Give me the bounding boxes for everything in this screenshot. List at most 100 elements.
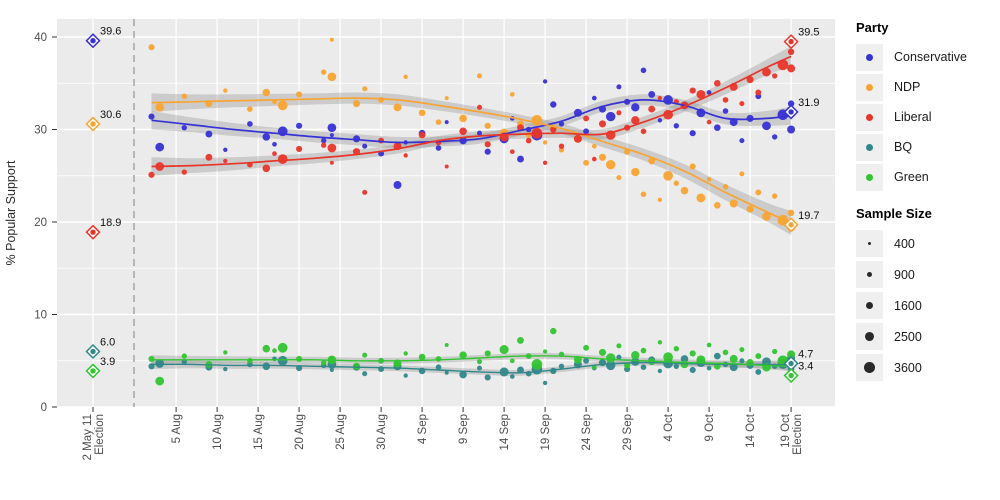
sample-size-dot-icon	[865, 332, 874, 341]
poll-point-con	[762, 121, 771, 131]
poll-point-ndp	[680, 186, 689, 195]
final-election-value-label: 4.7	[798, 349, 813, 361]
poll-point-bq	[729, 363, 738, 372]
legend-item-label: Conservative	[894, 50, 967, 64]
final-election-value-label: 19.7	[798, 210, 819, 222]
poll-point-lib	[657, 95, 663, 101]
poll-point-grn	[155, 376, 165, 386]
poll-point-bq	[329, 368, 334, 372]
poll-point-con	[640, 67, 647, 74]
y-tick-label: 10	[34, 310, 47, 322]
poll-point-bq	[689, 366, 696, 374]
poll-point-lib	[616, 110, 622, 116]
poll-point-lib	[598, 120, 607, 128]
poll-point-con	[484, 148, 491, 155]
legend-item-label: 900	[894, 267, 915, 282]
poll-point-con	[558, 121, 565, 127]
poll-point-ndp	[762, 212, 771, 221]
party-color-dot-icon	[866, 173, 873, 181]
legend-item-sample-size: 2500	[856, 321, 1000, 352]
poll-point-lib	[525, 137, 532, 144]
poll-point-con	[739, 138, 745, 144]
poll-point-grn	[509, 358, 515, 364]
legend-item-label: 1600	[894, 298, 922, 313]
x-tick-label: 14 Sep	[499, 414, 511, 450]
poll-point-grn	[181, 353, 187, 359]
poll-point-ndp	[509, 92, 515, 97]
poll-point-ndp	[591, 143, 597, 149]
legend-item-sample-size: 900	[856, 259, 1000, 290]
poll-point-con	[713, 124, 721, 132]
legend-party-title: Party	[856, 20, 889, 35]
poll-point-con	[591, 95, 597, 101]
poll-point-lib	[722, 97, 729, 103]
poll-point-bq	[444, 370, 449, 375]
chart-legend: Party Conservative NDP Liberal BQ Green Samp…	[856, 20, 1000, 397]
legend-key	[856, 230, 883, 257]
poll-point-grn	[787, 350, 796, 359]
poll-point-lib	[640, 128, 647, 135]
poll-point-lib	[550, 126, 557, 133]
poll-point-ndp	[598, 153, 607, 161]
poll-point-grn	[393, 359, 402, 368]
poll-point-grn	[296, 355, 303, 362]
poll-point-lib	[591, 156, 597, 162]
poll-point-bq	[362, 371, 368, 377]
poll-point-ndp	[542, 140, 548, 145]
legend-item-label: 3600	[894, 360, 922, 375]
poll-point-grn	[598, 348, 607, 356]
final-election-lib-dot-icon	[788, 38, 794, 45]
poll-point-con	[787, 100, 795, 107]
poll-point-grn	[223, 350, 228, 355]
poll-point-ndp	[181, 93, 187, 99]
poll-point-ndp	[362, 86, 368, 92]
past-election-value-label: 6.0	[100, 337, 115, 349]
sample-size-dot-icon	[865, 301, 874, 310]
poll-point-bq	[223, 366, 228, 372]
poll-point-ndp	[755, 189, 762, 196]
poll-point-ndp	[223, 88, 228, 93]
past-election-grn-dot-icon	[90, 368, 96, 374]
poll-point-grn	[499, 345, 509, 355]
legend-item-ndp: NDP	[856, 72, 1000, 102]
final-election-value-label: 31.9	[798, 97, 819, 109]
poll-point-lib	[329, 160, 334, 165]
poll-point-ndp	[393, 103, 402, 112]
poll-point-ndp	[739, 171, 745, 177]
poll-point-lib	[696, 89, 706, 99]
poll-point-lib	[787, 64, 796, 73]
legend-key	[856, 103, 883, 131]
x-tick-label: 5 Aug	[171, 414, 183, 443]
x-tick-label: 9 Oct	[704, 413, 716, 441]
poll-point-bq	[640, 364, 647, 371]
poll-point-con	[181, 125, 187, 131]
trend-line-ndp	[151, 97, 792, 224]
legend-item-label: 400	[894, 236, 915, 251]
legend-size-title: Sample Size	[856, 206, 932, 221]
poll-point-con	[296, 122, 303, 129]
poll-point-ndp	[713, 201, 721, 209]
poll-point-ndp	[277, 100, 288, 111]
poll-point-lib	[762, 67, 771, 77]
legend-item-label: 2500	[894, 329, 922, 344]
poll-point-con	[772, 134, 778, 140]
poll-point-bq	[499, 367, 509, 377]
poll-point-con	[362, 143, 368, 149]
x-tick-label: 9 Sep	[458, 414, 470, 444]
poll-point-bq	[435, 364, 442, 371]
poll-point-con	[517, 155, 524, 163]
poll-point-bq	[484, 374, 491, 381]
legend-item-conservative: Conservative	[856, 42, 1000, 72]
trend-line-bq	[151, 361, 792, 374]
party-color-dot-icon	[866, 143, 873, 151]
poll-point-grn	[262, 344, 271, 353]
legend-key	[856, 323, 883, 350]
past-election-value-label: 18.9	[100, 217, 121, 229]
poll-point-grn	[435, 356, 442, 362]
poll-point-lib	[362, 189, 368, 195]
x-tick-label: 29 Sep	[622, 414, 634, 450]
poll-point-grn	[272, 348, 277, 353]
x-tick-label-election: Election	[94, 414, 106, 455]
legend-key	[856, 261, 883, 288]
poll-point-ndp	[746, 205, 754, 213]
